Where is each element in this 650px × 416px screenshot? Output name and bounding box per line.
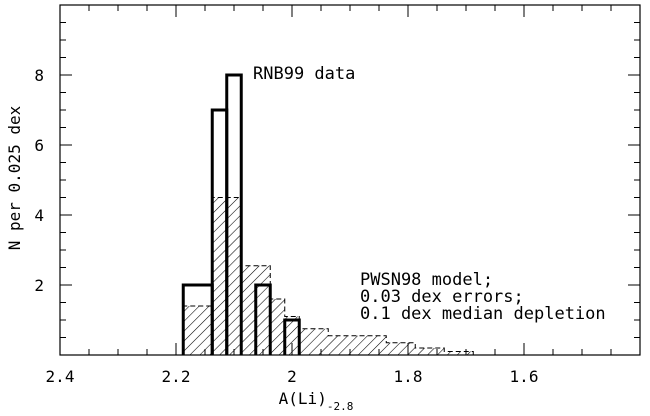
data-histogram bbox=[181, 73, 301, 355]
y-tick-label-3: 8 bbox=[34, 66, 44, 85]
model-label-line-1: PWSN98 model; bbox=[360, 270, 493, 290]
model-bar-4 bbox=[284, 316, 300, 355]
x-tick-label-1: 2.2 bbox=[162, 367, 191, 386]
plot-area bbox=[59, 4, 641, 356]
model-bar-7 bbox=[386, 342, 416, 355]
x-axis-label-subscript: -2.8 bbox=[327, 400, 354, 413]
model-label-line-2: 0.03 dex errors; bbox=[360, 287, 524, 307]
model-bar-5 bbox=[299, 328, 329, 355]
y-tick-label-2: 6 bbox=[34, 136, 44, 155]
x-tick-label-4: 1.6 bbox=[510, 367, 539, 386]
x-tick-label-0: 2.4 bbox=[46, 367, 75, 386]
y-tick-label-1: 4 bbox=[34, 206, 44, 225]
data-bar-2 bbox=[225, 73, 243, 355]
x-tick-label-3: 1.8 bbox=[394, 367, 423, 386]
model-bar-9 bbox=[444, 351, 474, 355]
data-bar-3 bbox=[254, 283, 272, 355]
axes: 2.4 2.2 2 1.8 1.6 2 4 6 8 bbox=[34, 5, 641, 386]
model-bar-6 bbox=[328, 335, 387, 355]
data-series-label: RNB99 data bbox=[253, 64, 355, 84]
x-tick-label-2: 2 bbox=[287, 367, 297, 386]
model-label-line-3: 0.1 dex median depletion bbox=[360, 304, 606, 324]
x-axis-label-main: A(Li) bbox=[279, 389, 327, 408]
model-bar-0 bbox=[183, 306, 213, 355]
plot-frame bbox=[59, 4, 641, 356]
data-bar-4 bbox=[283, 318, 301, 355]
y-tick-label-0: 2 bbox=[34, 276, 44, 295]
x-axis-label: A(Li)-2.8 bbox=[279, 389, 354, 413]
y-axis-label: N per 0.025 dex bbox=[5, 105, 24, 250]
model-bar-3 bbox=[270, 299, 285, 355]
model-bar-8 bbox=[415, 348, 445, 355]
